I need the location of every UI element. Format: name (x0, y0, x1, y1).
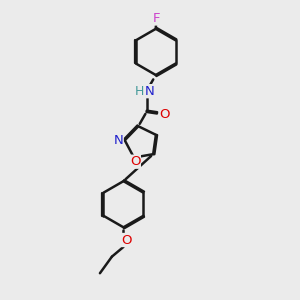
Text: O: O (160, 108, 170, 121)
Text: O: O (121, 233, 131, 247)
Text: O: O (130, 155, 140, 168)
Text: N: N (113, 134, 123, 147)
Text: H: H (134, 85, 144, 98)
Text: F: F (153, 12, 161, 25)
Text: N: N (144, 85, 154, 98)
